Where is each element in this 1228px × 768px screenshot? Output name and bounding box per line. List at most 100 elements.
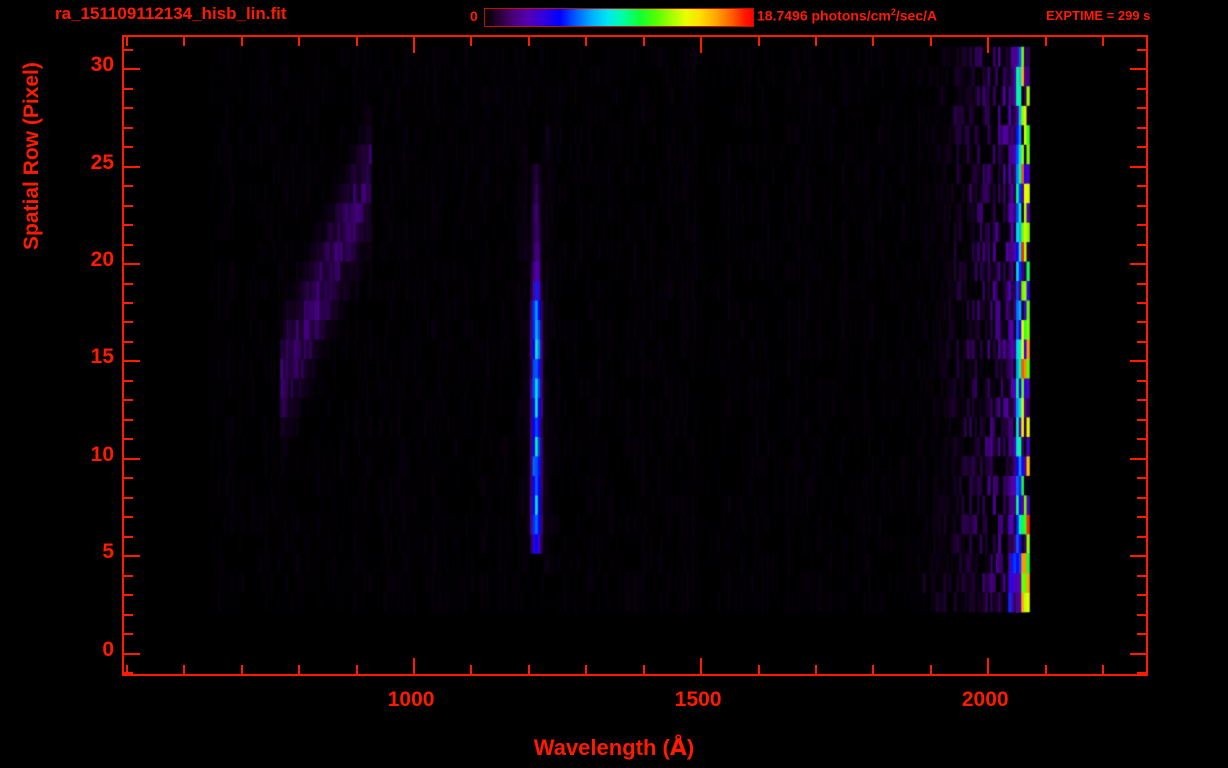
colorbar-units-tail: /sec/A <box>895 7 938 24</box>
y-tick-minor-right <box>1137 146 1146 149</box>
y-tick-minor-right <box>1137 126 1146 129</box>
y-tick-label: 0 <box>102 637 114 661</box>
y-tick-minor-right <box>1137 516 1146 519</box>
y-tick-major-right <box>1130 652 1146 655</box>
y-tick-minor-right <box>1137 672 1146 675</box>
x-tick-minor <box>1044 665 1047 674</box>
x-tick-major <box>700 658 703 674</box>
plot-area <box>124 37 1146 674</box>
y-tick-minor <box>124 399 133 402</box>
y-tick-minor <box>124 107 133 110</box>
y-tick-minor <box>124 418 133 421</box>
y-tick-major-right <box>1130 555 1146 558</box>
x-tick-minor-top <box>470 37 473 46</box>
y-tick-minor <box>124 438 133 441</box>
y-tick-minor-right <box>1137 399 1146 402</box>
y-tick-major <box>124 165 140 168</box>
x-tick-minor <box>470 665 473 674</box>
x-tick-major-top <box>700 37 703 53</box>
x-tick-minor-top <box>126 37 128 46</box>
y-tick-label: 15 <box>90 345 114 369</box>
y-tick-minor <box>124 496 133 499</box>
colorbar-min-label: 0 <box>470 8 478 24</box>
y-tick-minor-right <box>1137 301 1146 304</box>
y-tick-minor-right <box>1137 613 1146 616</box>
y-tick-minor-right <box>1137 282 1146 285</box>
colorbar-max-label: 18.7496 photons/cm2/sec/A <box>757 7 937 24</box>
y-tick-minor <box>124 633 133 636</box>
x-tick-minor <box>1102 665 1105 674</box>
x-tick-minor-top <box>183 37 186 46</box>
y-tick-minor <box>124 204 133 207</box>
y-tick-minor-right <box>1137 87 1146 90</box>
x-tick-label: 1500 <box>674 688 722 711</box>
x-tick-minor-top <box>642 37 645 46</box>
y-tick-minor-right <box>1137 535 1146 538</box>
x-tick-minor-top <box>355 37 358 46</box>
y-tick-minor <box>124 48 133 51</box>
y-tick-major <box>124 263 140 266</box>
x-tick-label: 1000 <box>387 688 435 711</box>
y-tick-minor-right <box>1137 321 1146 324</box>
y-tick-minor-right <box>1137 477 1146 480</box>
x-tick-minor-top <box>757 37 760 46</box>
y-tick-label: 25 <box>90 150 114 174</box>
y-tick-major-right <box>1130 457 1146 460</box>
y-tick-minor <box>124 574 133 577</box>
y-tick-minor-right <box>1137 594 1146 597</box>
y-tick-minor <box>124 87 133 90</box>
y-axis-title: Spatial Row (Pixel) <box>20 62 43 250</box>
y-tick-minor <box>124 340 133 343</box>
x-tick-minor <box>757 665 760 674</box>
y-tick-label: 10 <box>90 442 114 466</box>
y-tick-minor <box>124 301 133 304</box>
y-tick-minor-right <box>1137 574 1146 577</box>
y-tick-major-right <box>1130 68 1146 71</box>
y-tick-minor <box>124 594 133 597</box>
y-tick-minor <box>124 516 133 519</box>
y-tick-major-right <box>1130 360 1146 363</box>
y-tick-minor <box>124 613 133 616</box>
x-tick-minor-top <box>929 37 932 46</box>
x-axis-title: Wavelength (Å) <box>0 735 1228 761</box>
y-tick-minor-right <box>1137 379 1146 382</box>
y-tick-minor <box>124 185 133 188</box>
y-tick-major <box>124 555 140 558</box>
y-tick-minor <box>124 477 133 480</box>
y-tick-minor <box>124 535 133 538</box>
header-bar: ra_151109112134_hisb_lin.fit 0 18.7496 p… <box>0 0 1228 32</box>
y-tick-minor <box>124 321 133 324</box>
x-tick-minor-top <box>1044 37 1047 46</box>
y-tick-label: 20 <box>90 248 114 272</box>
x-tick-minor-top <box>814 37 817 46</box>
angstrom-symbol: Å <box>669 736 687 761</box>
colorbar-units-exponent: 2 <box>890 7 896 17</box>
y-tick-minor-right <box>1137 418 1146 421</box>
x-tick-minor-top <box>240 37 243 46</box>
y-tick-minor <box>124 224 133 227</box>
x-tick-major <box>413 658 416 674</box>
x-tick-major <box>987 658 990 674</box>
exptime-label: EXPTIME = 299 s <box>1046 8 1151 23</box>
x-tick-minor-top <box>1102 37 1105 46</box>
y-tick-minor-right <box>1137 496 1146 499</box>
x-tick-minor <box>298 665 301 674</box>
y-tick-major <box>124 360 140 363</box>
x-tick-major-top <box>987 37 990 53</box>
x-axis-title-text: Wavelength ( <box>533 735 670 760</box>
x-tick-minor <box>527 665 530 674</box>
y-tick-major <box>124 652 140 655</box>
x-tick-minor <box>642 665 645 674</box>
file-title: ra_151109112134_hisb_lin.fit <box>55 4 287 23</box>
colorbar <box>484 8 754 27</box>
y-tick-minor-right <box>1137 340 1146 343</box>
y-tick-label: 30 <box>90 53 114 77</box>
y-tick-minor <box>124 282 133 285</box>
y-tick-major-right <box>1130 263 1146 266</box>
x-tick-minor <box>126 665 128 674</box>
x-tick-label: 2000 <box>961 688 1009 711</box>
y-tick-minor-right <box>1137 48 1146 51</box>
y-tick-minor <box>124 379 133 382</box>
x-tick-minor <box>240 665 243 674</box>
